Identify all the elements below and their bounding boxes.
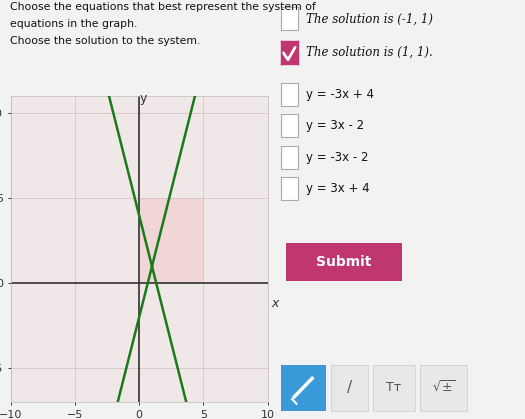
Text: y: y xyxy=(139,92,146,105)
Text: equations in the graph.: equations in the graph. xyxy=(10,19,138,29)
Text: y = 3x + 4: y = 3x + 4 xyxy=(306,182,369,195)
Text: Tт: Tт xyxy=(386,381,401,394)
Text: $\sqrt{\pm}$: $\sqrt{\pm}$ xyxy=(432,380,455,395)
Text: y = -3x + 4: y = -3x + 4 xyxy=(306,88,374,101)
Text: x: x xyxy=(271,297,279,310)
Text: y = 3x - 2: y = 3x - 2 xyxy=(306,119,364,132)
Text: Submit: Submit xyxy=(316,255,372,269)
Text: Choose the solution to the system.: Choose the solution to the system. xyxy=(10,36,201,46)
Text: The solution is (1, 1).: The solution is (1, 1). xyxy=(306,46,432,59)
Bar xyxy=(139,198,204,283)
Text: The solution is (-1, 1): The solution is (-1, 1) xyxy=(306,12,433,26)
Text: Choose the equations that best represent the system of: Choose the equations that best represent… xyxy=(10,2,317,12)
Text: /: / xyxy=(346,380,352,395)
Text: y = -3x - 2: y = -3x - 2 xyxy=(306,150,368,164)
